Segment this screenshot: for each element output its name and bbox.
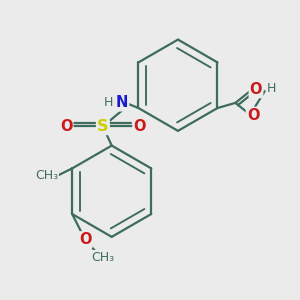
Text: H: H	[267, 82, 276, 95]
Text: O: O	[247, 108, 259, 123]
Text: CH₃: CH₃	[91, 251, 115, 264]
Text: O: O	[134, 119, 146, 134]
Text: N: N	[116, 95, 128, 110]
Text: O: O	[250, 82, 262, 97]
Text: O: O	[79, 232, 92, 247]
Text: CH₃: CH₃	[35, 169, 58, 182]
Text: S: S	[97, 119, 109, 134]
Text: H: H	[104, 96, 113, 110]
Text: O: O	[60, 119, 72, 134]
